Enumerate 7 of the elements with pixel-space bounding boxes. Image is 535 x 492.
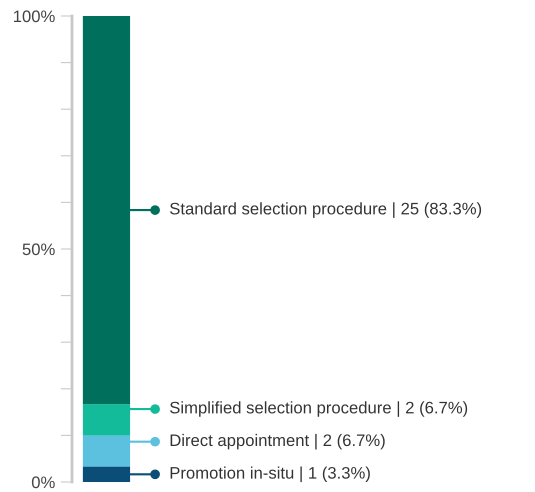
y-tick-label: 0% — [32, 476, 55, 488]
y-tick-label: 100% — [14, 10, 55, 22]
legend-label: Direct appointment | 2 (6.7%) — [170, 434, 385, 450]
legend-label: Standard selection procedure | 25 (83.3%) — [170, 202, 482, 218]
legend-label: Promotion in-situ | 1 (3.3%) — [170, 466, 370, 482]
legend-label: Simplified selection procedure | 2 (6.7%) — [170, 401, 468, 417]
y-tick-label: 50% — [22, 243, 55, 256]
